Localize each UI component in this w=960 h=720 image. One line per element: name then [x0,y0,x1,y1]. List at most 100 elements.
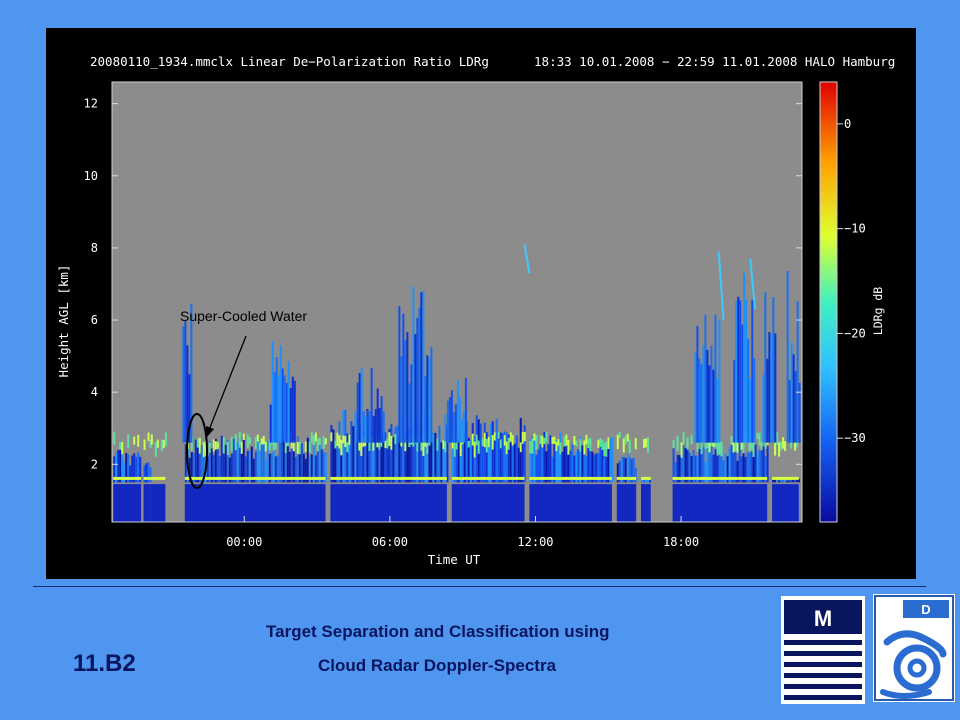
high-ldr-speckle [216,442,219,449]
cloud-echo-column [557,445,560,483]
precipitation-plume [702,345,705,443]
high-ldr-speckle [226,441,229,455]
precipitation-plume [452,412,455,443]
high-ldr-speckle [647,437,650,453]
high-ldr-speckle [732,442,735,453]
high-ldr-speckle [748,440,751,452]
high-ldr-speckle [230,436,233,452]
high-ldr-speckle [298,441,301,455]
precipitation-plume [414,334,417,443]
precipitation-plume [794,370,797,443]
cloud-echo-column [752,453,755,483]
cloud-echo-column [634,467,637,483]
cloud-echo-column [432,432,435,483]
cloud-echo-column [620,456,623,483]
high-ldr-speckle [624,435,627,445]
cloud-echo-column [712,454,715,483]
cloud-echo-column [270,453,273,483]
precipitation-plume [450,390,453,443]
high-ldr-speckle [150,434,153,445]
high-ldr-speckle [603,442,606,456]
cloud-echo-column [242,436,245,483]
high-ldr-speckle [242,433,245,440]
precipitation-plume [739,300,742,443]
high-ldr-speckle [551,437,554,444]
high-ldr-speckle [529,441,532,454]
high-ldr-speckle [557,439,560,446]
cloud-echo-column [196,442,199,483]
cloud-echo-column [410,420,413,483]
high-ldr-speckle [758,432,761,446]
cloud-echo-column [537,449,540,483]
precipitation-plume [764,292,767,443]
high-ldr-speckle [222,437,225,453]
y-axis-label: Height AGL [km] [56,265,71,378]
melting-layer-line [529,476,612,480]
cloud-echo-column [694,455,697,483]
cloud-echo-column [284,450,287,483]
high-ldr-speckle [776,431,779,445]
high-ldr-speckle [599,438,602,447]
high-ldr-speckle [587,438,590,449]
cloud-echo-column [296,436,299,483]
precipitation-plume [184,320,187,443]
footer-title-line-2: Cloud Radar Doppler-Spectra [318,656,557,675]
high-ldr-speckle [645,438,648,448]
high-ldr-speckle [730,435,733,445]
cloud-echo-column [336,438,339,483]
cloud-echo-column [513,443,516,483]
cloud-echo-column [732,447,735,483]
high-ldr-speckle [310,432,313,443]
cloud-echo-column [734,449,737,483]
precipitation-plume [698,358,701,443]
cloud-echo-column [139,456,142,483]
cloud-echo-column [561,451,564,483]
cloud-echo-column [226,440,229,483]
colorbar-ticks: 0 −10 −20 −30 [837,117,866,445]
cloud-echo-column [567,444,570,483]
high-ldr-speckle [238,432,241,448]
cloud-echo-column [461,441,464,483]
high-ldr-speckle [736,437,739,453]
cloud-echo-column [716,455,719,483]
precipitation-plume [358,373,361,443]
high-ldr-speckle [386,438,389,449]
high-ldr-speckle [626,433,629,442]
precipitation-plume [733,360,736,443]
cloud-echo-column [467,437,470,483]
high-ldr-speckle [330,432,333,442]
plot-frame [111,81,803,523]
cloud-echo-column [710,445,713,483]
high-ldr-speckle [720,441,723,457]
high-ldr-speckle [740,442,743,450]
precipitation-plume [762,374,765,443]
cloud-echo-column [581,445,584,483]
high-ldr-speckle [444,441,447,452]
cloud-echo-column [286,446,289,483]
cloud-echo-column [714,449,717,483]
cloud-echo-column [430,433,433,483]
cloud-echo-column [624,458,627,483]
high-ldr-speckle [778,442,781,457]
chart-title: 20080110_1934.mmclx Linear De−Polarizati… [90,54,895,69]
cloud-echo-column [758,449,761,483]
cloud-echo-column [348,443,351,483]
high-ldr-speckle [248,437,251,445]
cloud-echo-column [306,437,309,483]
high-ldr-speckle [575,440,578,447]
cloud-echo-column [583,443,586,483]
cloud-echo-column [390,423,393,483]
high-ldr-speckle [368,442,371,451]
cloud-echo-column [312,444,315,483]
high-ldr-speckle [784,441,787,452]
cloud-echo-column [593,454,596,483]
cloud-echo-column [485,432,488,483]
high-ldr-speckle [147,432,150,442]
high-ldr-speckle [240,441,243,454]
precipitation-plume [708,365,711,443]
cloud-echo-column [553,443,556,483]
cloud-echo-column [792,478,795,483]
boundary-layer-echo [529,484,612,522]
high-ldr-speckle [296,442,299,455]
boundary-layer-echo [451,484,525,522]
